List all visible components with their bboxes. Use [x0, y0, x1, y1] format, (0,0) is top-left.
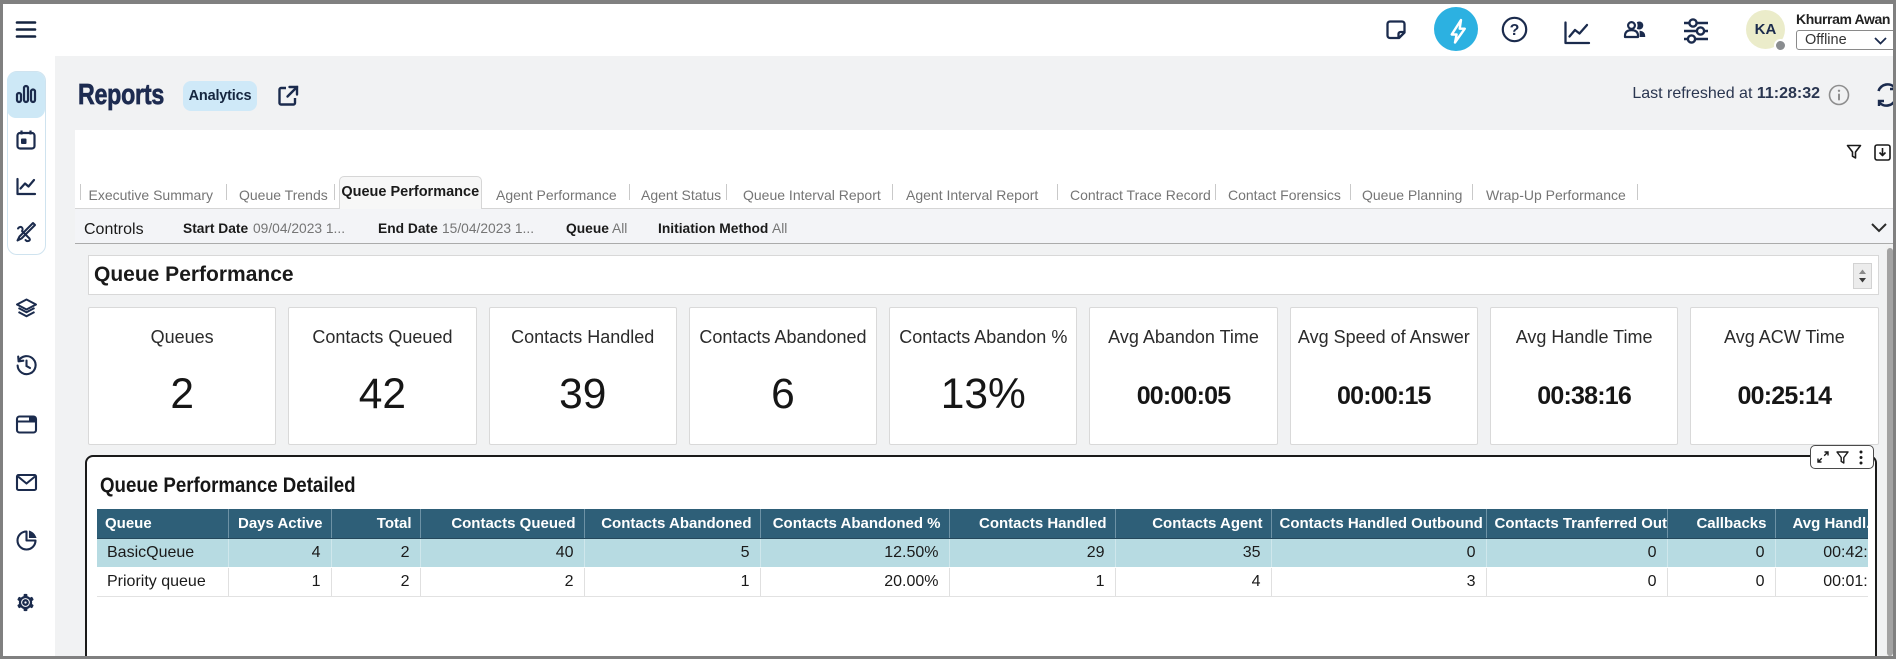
svg-text:?: ? [1510, 22, 1520, 39]
